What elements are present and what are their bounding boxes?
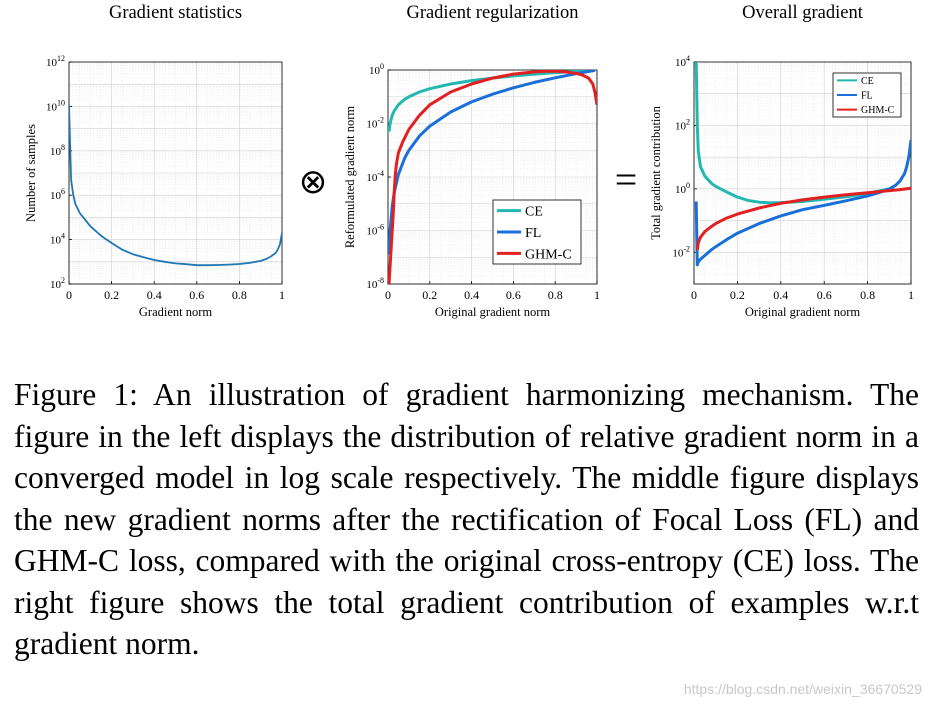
equals-operator: =: [615, 157, 638, 202]
y-axis-label: Total gradient contribution: [649, 105, 663, 240]
x-tick-label: 0: [66, 288, 72, 302]
x-tick-label: 0.2: [104, 288, 119, 302]
x-axis-label: Original gradient norm: [745, 305, 861, 319]
legend-label: GHM-C: [861, 105, 895, 116]
y-tick-label: 102: [675, 117, 690, 132]
x-tick-label: 0.6: [506, 288, 521, 302]
series-line-fl: [694, 139, 911, 267]
otimes-operator: ⊗: [299, 164, 328, 201]
x-tick-label: 0.8: [860, 288, 875, 302]
legend-label: FL: [861, 91, 873, 102]
x-tick-label: 1: [279, 288, 285, 302]
x-tick-label: 0.2: [730, 288, 745, 302]
chart-title: Overall gradient: [742, 3, 864, 23]
x-tick-label: 0.2: [422, 288, 437, 302]
x-tick-label: 1: [594, 288, 600, 302]
y-axis-label: Number of samples: [24, 124, 38, 222]
chart-overall-gradient: Overall gradient 0 0.2 0.4 0.6 0.8 1 10-2 100 102…: [649, 3, 914, 319]
series-line-ghm-c: [388, 70, 597, 284]
figure-panel: Gradient statistics 0 0.2 0.4 0.6 0.8 1 102 104 1…: [24, 3, 914, 319]
y-tick-label: 10-8: [366, 276, 384, 291]
series-line-0: [69, 104, 282, 267]
chart-gradient-statistics: Gradient statistics 0 0.2 0.4 0.6 0.8 1 102 104 1…: [24, 3, 285, 319]
y-tick-label: 100: [675, 181, 690, 196]
y-tick-label: 102: [50, 276, 65, 291]
x-tick-label: 1: [908, 288, 914, 302]
y-tick-label: 10-2: [366, 116, 384, 131]
x-axis-label: Gradient norm: [139, 305, 213, 319]
x-tick-label: 0.8: [232, 288, 247, 302]
x-tick-label: 0.6: [817, 288, 832, 302]
x-tick-label: 0: [691, 288, 697, 302]
x-tick-label: 0.8: [548, 288, 563, 302]
y-tick-label: 10-6: [366, 223, 384, 238]
y-tick-label: 108: [50, 143, 65, 158]
y-axis-label: Reformulated gradient norm: [343, 106, 357, 249]
plot-frame: [693, 61, 912, 285]
y-tick-label: 100: [369, 62, 384, 77]
x-tick-label: 0.4: [773, 288, 788, 302]
watermark: https://blog.csdn.net/weixin_36670529: [683, 681, 922, 697]
y-tick-label: 1010: [46, 98, 65, 113]
chart-title: Gradient statistics: [109, 3, 242, 23]
y-tick-label: 104: [675, 54, 690, 69]
x-tick-label: 0.4: [147, 288, 162, 302]
y-tick-label: 10-4: [366, 169, 384, 184]
y-tick-label: 104: [50, 232, 65, 247]
chart-title: Gradient regularization: [406, 3, 578, 23]
legend-label: GHM-C: [525, 247, 572, 262]
x-tick-label: 0.6: [189, 288, 204, 302]
x-tick-label: 0.4: [464, 288, 479, 302]
series-line-ghm-c: [695, 186, 911, 251]
y-tick-label: 1012: [46, 54, 65, 69]
legend-label: CE: [525, 205, 543, 220]
y-tick-label: 106: [50, 187, 65, 202]
chart-gradient-regularization: Gradient regularization 0 0.2 0.4 0.6 0.8 1 10-…: [343, 3, 600, 319]
figure-caption: Figure 1: An illustration of gradient ha…: [14, 377, 919, 661]
legend-label: CE: [861, 76, 874, 87]
x-tick-label: 0: [385, 288, 391, 302]
y-tick-label: 10-2: [672, 244, 690, 259]
x-axis-label: Original gradient norm: [435, 305, 551, 319]
plot-frame: [68, 61, 283, 285]
legend-label: FL: [525, 226, 541, 241]
